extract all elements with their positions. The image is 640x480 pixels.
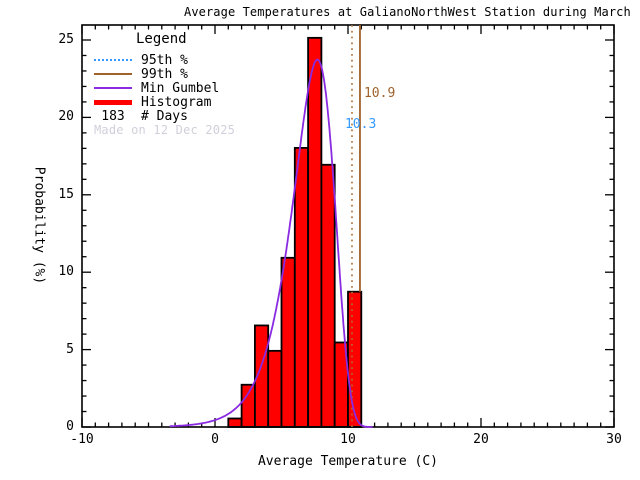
legend-item-label: 99th %: [141, 66, 188, 82]
watermark: Made on 12 Dec 2025: [94, 123, 236, 137]
legend-item-min-gumbel: Min Gumbel: [94, 80, 235, 96]
x-tick-label: 10: [340, 432, 356, 447]
legend-item-histogram: Histogram: [94, 94, 235, 110]
solid-line-sample-icon: [94, 73, 132, 75]
y-tick-label: 10: [58, 264, 74, 280]
y-tick-label: 15: [58, 186, 74, 202]
legend-item-label: Histogram: [141, 94, 212, 110]
x-tick-label: -10: [70, 432, 94, 447]
solid-line-sample-icon: [94, 87, 132, 89]
y-tick-label: 5: [66, 341, 74, 357]
legend-item-days: 183 # Days: [94, 108, 235, 124]
legend-item-95th-percentile: 95th %: [94, 52, 235, 68]
legend-item-label: 95th %: [141, 52, 188, 68]
annotation-99th-percentile-value: 10.9: [363, 86, 396, 101]
days-count: 183: [101, 108, 125, 124]
days-label: # Days: [141, 108, 188, 124]
legend-title: Legend: [136, 31, 187, 47]
dotted-line-sample-icon: [94, 59, 132, 61]
chart-title: Average Temperatures at GalianoNorthWest…: [184, 5, 631, 19]
y-tick-label: 0: [66, 419, 74, 434]
x-tick-label: 0: [211, 432, 219, 447]
thick-line-sample-icon: [94, 99, 132, 105]
x-tick-label: 20: [473, 432, 489, 447]
legend-item-99th-percentile: 99th %: [94, 66, 235, 82]
y-tick-label: 20: [58, 109, 74, 125]
annotation-95th-percentile-value: 10.3: [344, 117, 377, 132]
legend-item-label: Min Gumbel: [141, 80, 220, 96]
y-tick-label: 25: [58, 32, 74, 47]
legend: Legend 95th % 99th % Min Gumbel Histogra…: [94, 31, 235, 137]
x-tick-label: 30: [606, 432, 622, 447]
x-axis-label: Average Temperature (C): [257, 454, 438, 469]
